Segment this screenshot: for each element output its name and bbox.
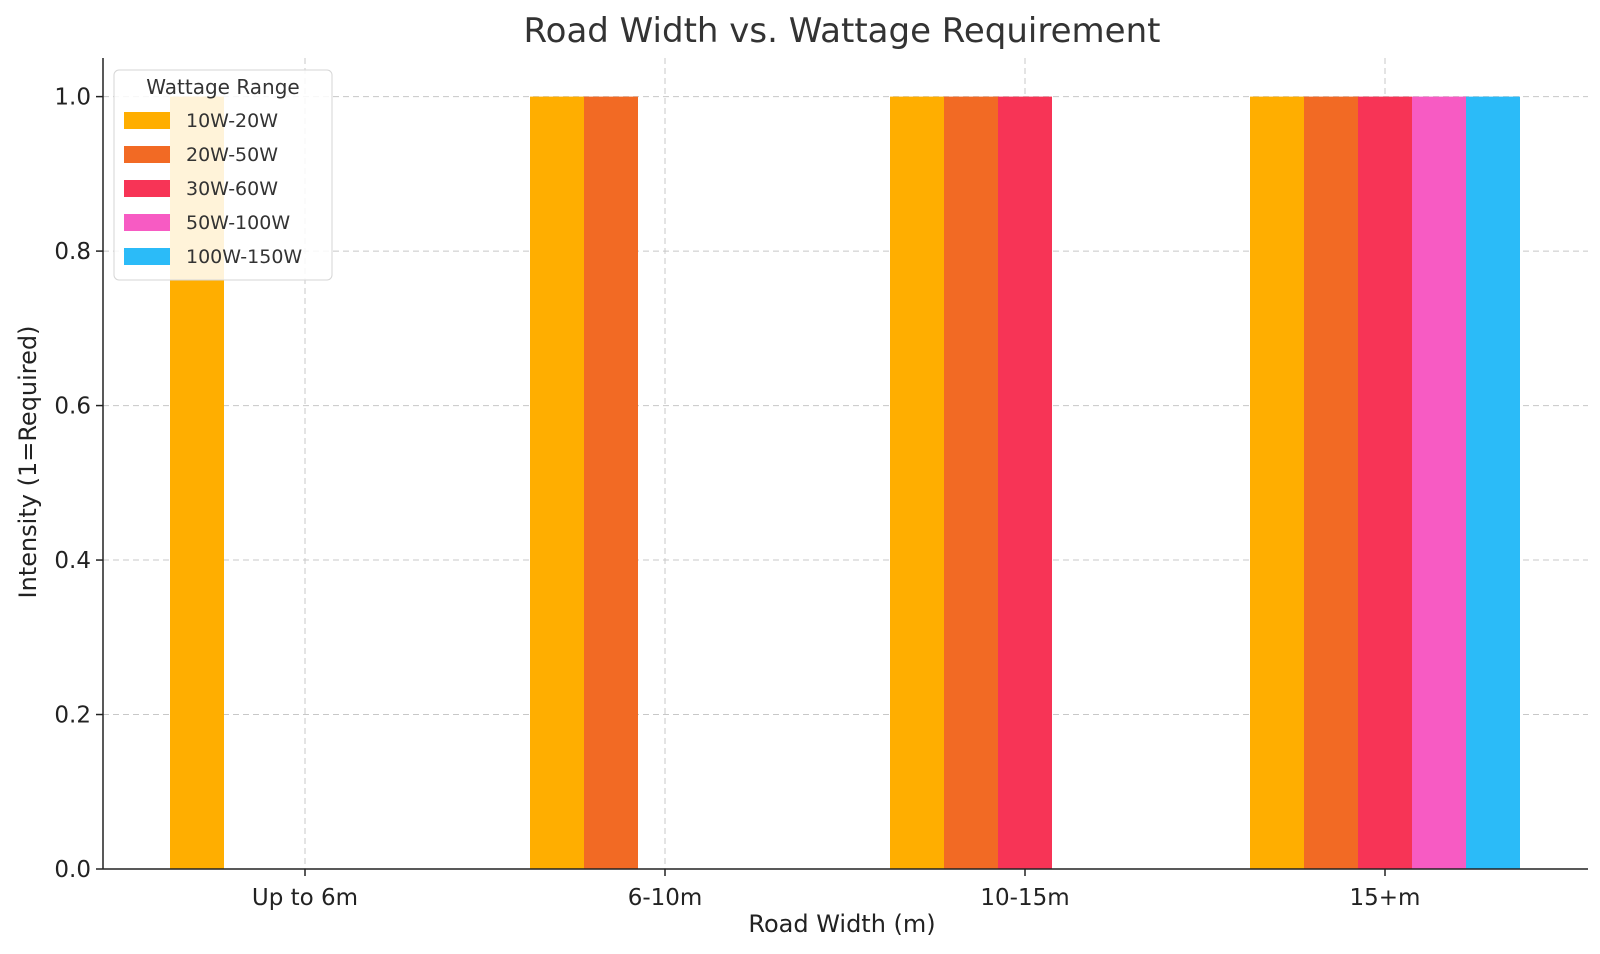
legend-swatch [124,112,170,129]
bar [890,96,944,870]
y-tick-label: 0.8 [54,239,91,265]
x-tick-label: 6-10m [628,885,703,911]
legend-label: 20W-50W [186,144,278,166]
legend-swatch [124,248,170,265]
y-tick-label: 1.0 [54,85,91,111]
legend-title: Wattage Range [146,75,299,99]
axes: 0.0 0.2 0.4 0.6 0.8 1.0 Up to 6m 6-10m 10-15m 15+… [54,58,1588,911]
chart-title: Road Width vs. Wattage Requirement [524,11,1161,51]
y-tick-label: 0.4 [54,548,91,574]
y-tick-label: 0.6 [54,394,91,420]
bar [1358,96,1412,870]
legend-swatch [124,180,170,197]
legend-label: 50W-100W [186,212,290,234]
bar [1304,96,1358,870]
y-tick-label: 0.2 [54,703,91,729]
x-tick-label: Up to 6m [252,885,358,911]
bars [170,96,1520,870]
bar [530,96,584,870]
legend: Wattage Range 10W-20W 20W-50W 30W-60W 50W-10… [113,69,333,281]
y-axis-label: Intensity (1=Required) [14,325,42,598]
legend-label: 30W-60W [186,178,278,200]
x-tick-label: 15+m [1350,885,1421,911]
bar [998,96,1052,870]
legend-swatch [124,214,170,231]
legend-label: 100W-150W [186,246,302,268]
x-axis-label: Road Width (m) [748,910,935,938]
x-tick-label: 10-15m [980,885,1069,911]
y-tick-label: 0.0 [54,857,91,883]
legend-swatch [124,146,170,163]
bar [584,96,638,870]
bar [1412,96,1466,870]
bar [944,96,998,870]
legend-label: 10W-20W [186,110,278,132]
bar [1250,96,1304,870]
bar [1466,96,1520,870]
